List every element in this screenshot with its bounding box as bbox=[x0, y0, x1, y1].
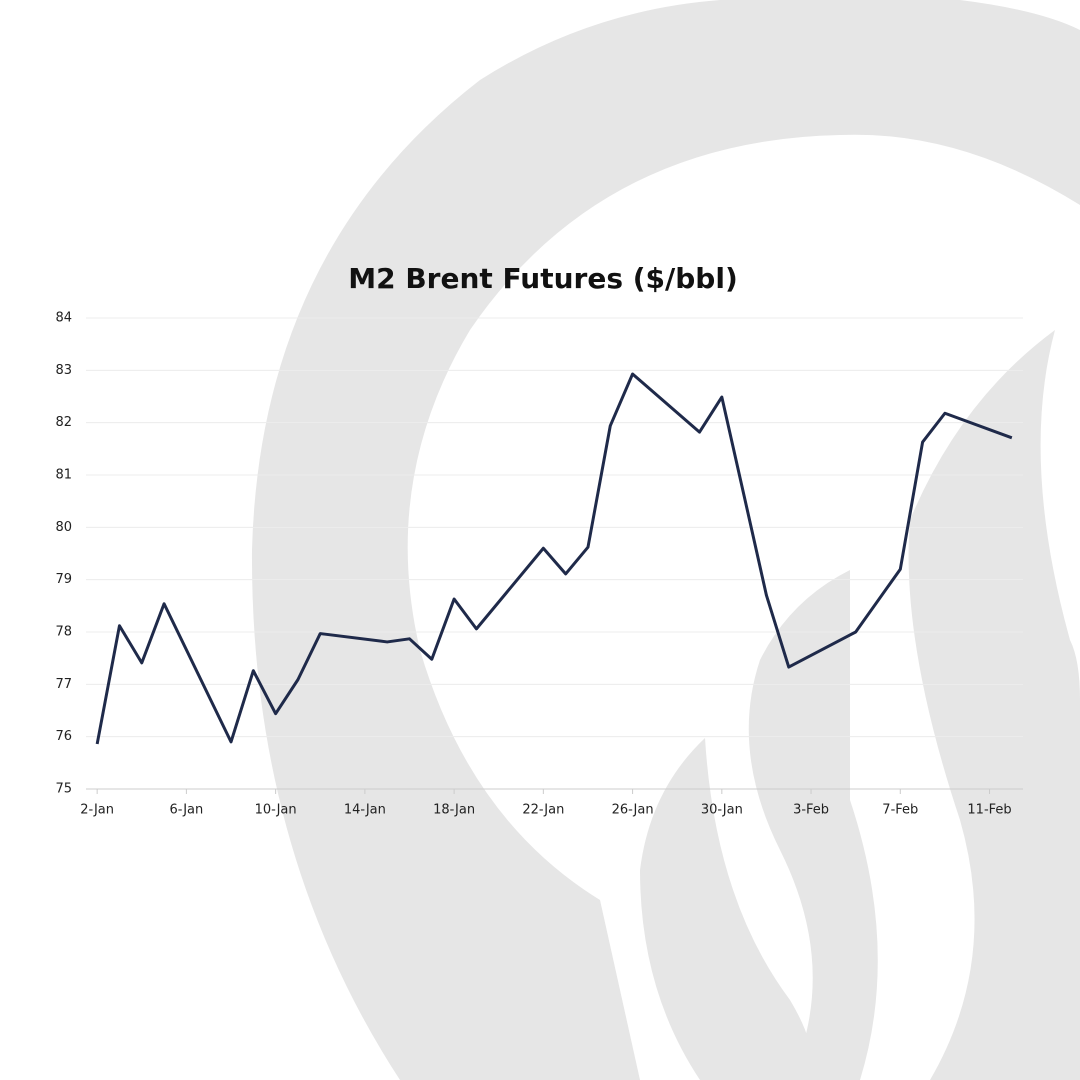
x-tick-label: 2-Jan bbox=[80, 803, 114, 818]
line-series bbox=[95, 372, 1013, 745]
chart-title: M2 Brent Futures ($/bbl) bbox=[348, 262, 737, 295]
y-tick-label: 81 bbox=[55, 468, 72, 483]
y-tick-label: 77 bbox=[55, 677, 72, 692]
x-tick-label: 6-Jan bbox=[170, 803, 204, 818]
y-tick-label: 78 bbox=[55, 625, 72, 640]
x-tick-label: 30-Jan bbox=[701, 803, 743, 818]
y-tick-label: 82 bbox=[55, 415, 72, 430]
y-tick-label: 76 bbox=[55, 729, 72, 744]
x-tick-label: 26-Jan bbox=[612, 803, 654, 818]
x-tick-label: 14-Jan bbox=[344, 803, 386, 818]
y-tick-label: 79 bbox=[55, 572, 72, 587]
x-tick-label: 10-Jan bbox=[255, 803, 297, 818]
background-logo bbox=[251, 0, 1080, 1080]
y-tick-label: 84 bbox=[55, 311, 72, 326]
x-tick-label: 3-Feb bbox=[793, 803, 829, 818]
y-tick-label: 83 bbox=[55, 363, 72, 378]
x-tick-label: 18-Jan bbox=[433, 803, 475, 818]
x-tick-label: 22-Jan bbox=[522, 803, 564, 818]
x-tick-label: 11-Feb bbox=[967, 803, 1011, 818]
y-tick-label: 80 bbox=[55, 520, 72, 535]
y-tick-label: 75 bbox=[55, 782, 72, 797]
x-tick-label: 7-Feb bbox=[882, 803, 918, 818]
